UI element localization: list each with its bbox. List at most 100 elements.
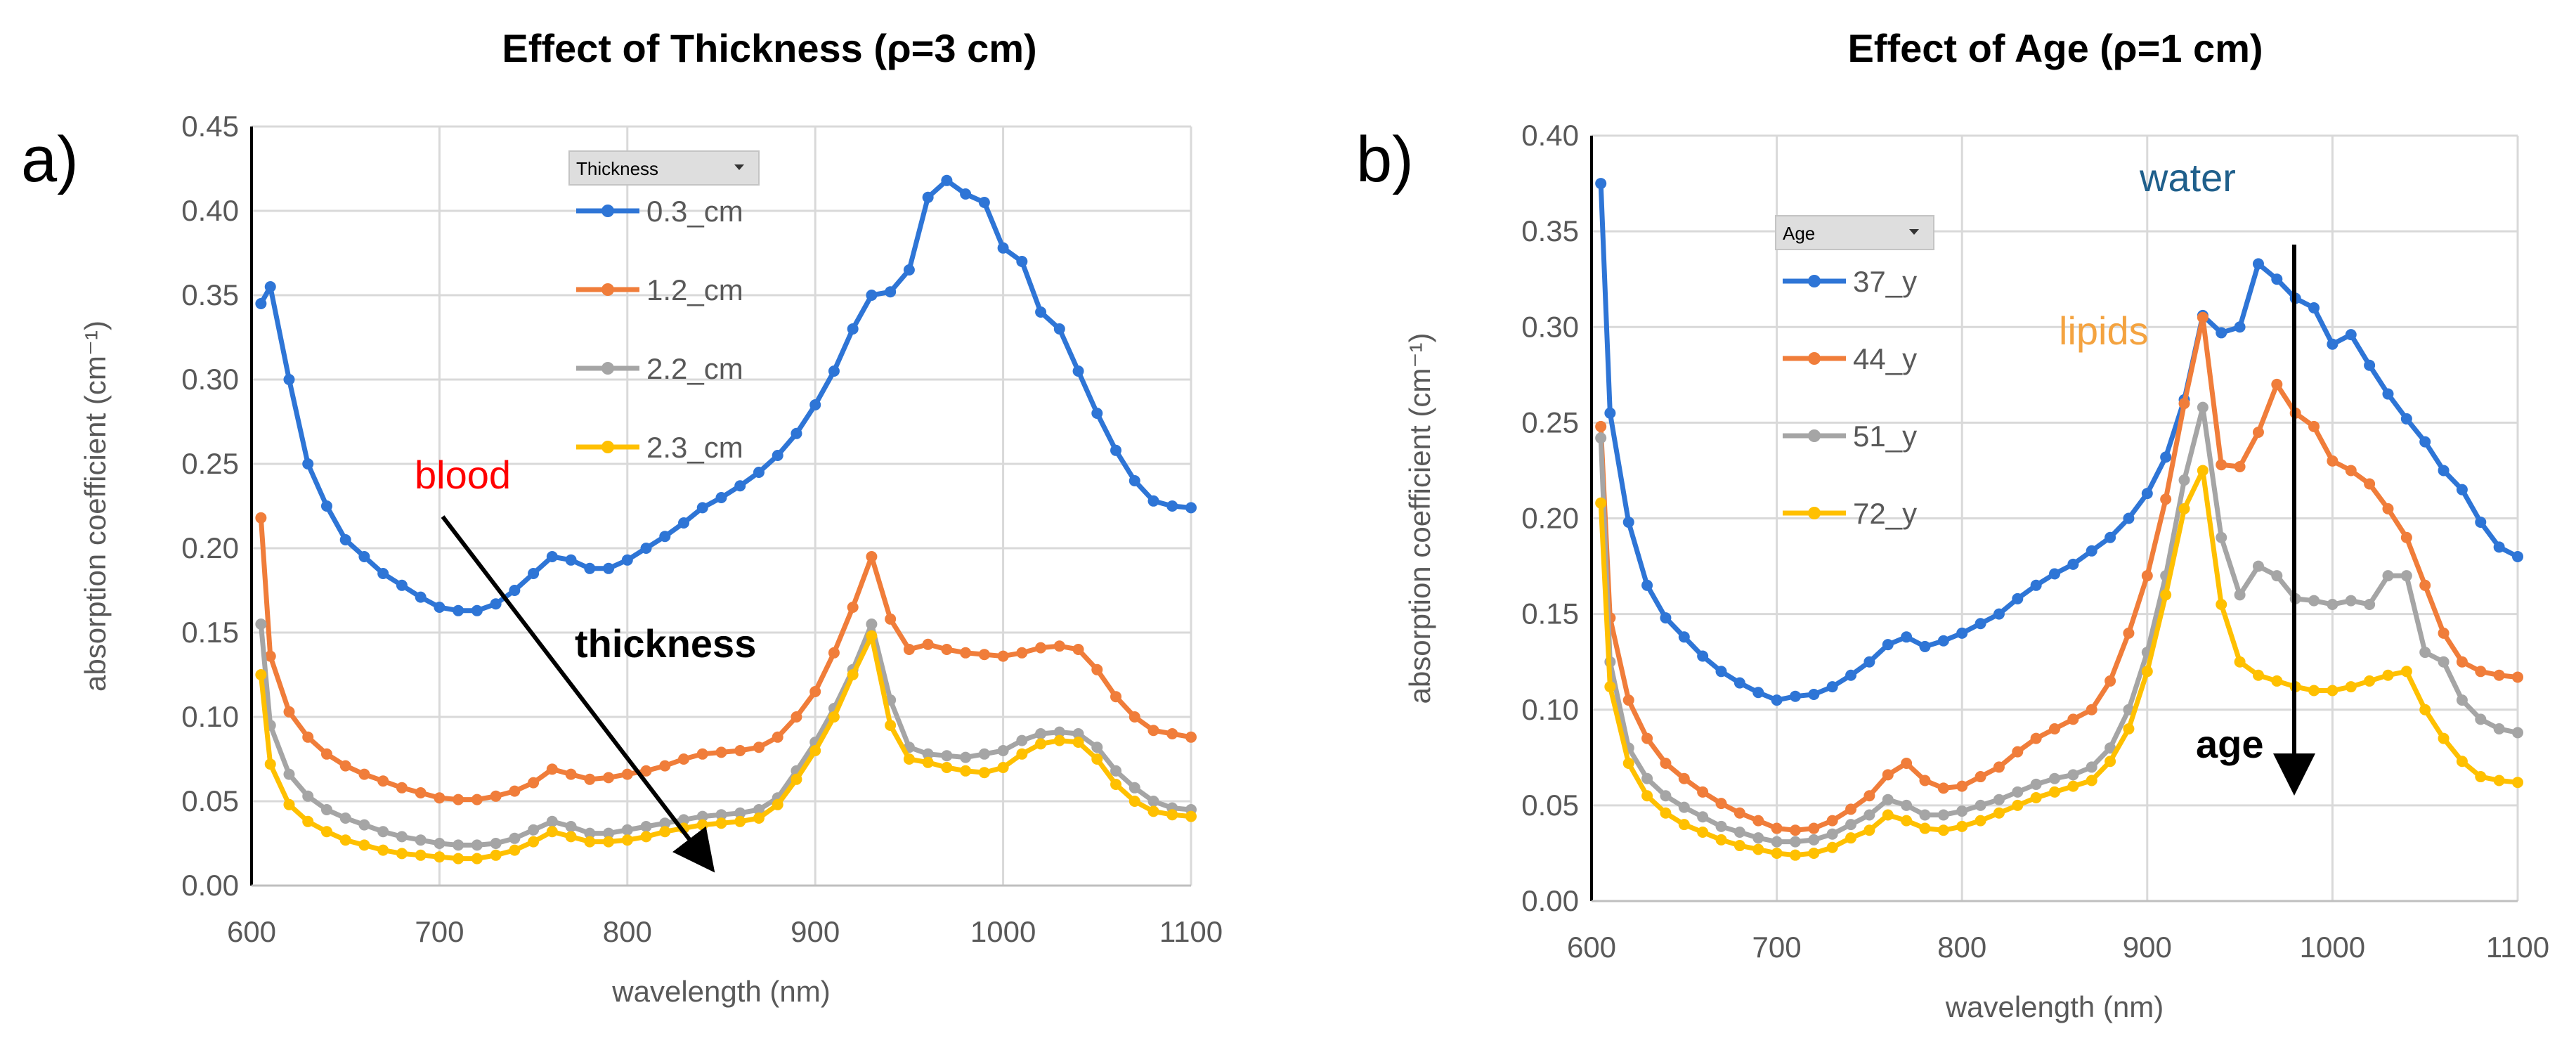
data-point bbox=[1956, 805, 1968, 817]
data-point bbox=[696, 810, 708, 822]
data-point bbox=[528, 568, 540, 579]
data-point bbox=[2382, 570, 2394, 582]
data-point bbox=[283, 706, 295, 718]
data-point bbox=[1660, 757, 1672, 769]
data-point bbox=[1678, 801, 1690, 813]
data-point bbox=[603, 562, 615, 574]
data-point bbox=[2493, 723, 2505, 734]
data-point bbox=[2216, 459, 2227, 471]
data-point bbox=[339, 534, 351, 545]
y-tick-label: 0.15 bbox=[1521, 597, 1579, 630]
x-tick-label: 600 bbox=[227, 915, 276, 948]
data-point bbox=[603, 827, 615, 839]
data-point bbox=[546, 763, 558, 775]
x-tick-label: 900 bbox=[2123, 931, 2172, 964]
data-point bbox=[2438, 465, 2450, 477]
data-point bbox=[997, 745, 1009, 756]
x-axis-label: wavelength (nm) bbox=[1945, 990, 2164, 1023]
data-point bbox=[471, 604, 483, 616]
data-point bbox=[1937, 809, 1949, 821]
annotations: blood thickness water lipids age bbox=[415, 155, 2315, 873]
data-point bbox=[753, 467, 765, 478]
data-point bbox=[1919, 775, 1931, 786]
data-point bbox=[1715, 666, 1727, 678]
data-point bbox=[1789, 849, 1801, 861]
data-point bbox=[1882, 809, 1894, 821]
x-tick-label: 600 bbox=[1567, 931, 1616, 964]
data-point bbox=[903, 753, 915, 765]
data-point bbox=[1147, 725, 1159, 737]
data-point bbox=[903, 644, 915, 655]
data-point bbox=[941, 750, 953, 762]
data-point bbox=[2178, 503, 2190, 514]
data-point bbox=[2067, 780, 2079, 792]
data-point bbox=[320, 500, 332, 512]
data-point bbox=[339, 760, 351, 772]
data-point bbox=[603, 772, 615, 784]
data-point bbox=[255, 619, 267, 630]
data-point bbox=[2049, 723, 2060, 734]
data-point bbox=[1715, 798, 1727, 810]
data-point bbox=[2012, 799, 2024, 811]
y-axis-label: absorption coefficient (cm⁻¹) bbox=[79, 320, 112, 692]
data-point bbox=[2327, 338, 2338, 350]
data-point bbox=[490, 790, 502, 802]
data-point bbox=[358, 551, 370, 562]
data-point bbox=[2271, 675, 2283, 687]
data-point bbox=[546, 551, 558, 562]
data-point bbox=[922, 191, 934, 203]
data-point bbox=[791, 711, 802, 723]
data-point bbox=[1826, 828, 1838, 840]
data-point bbox=[283, 798, 295, 810]
data-point bbox=[2105, 756, 2116, 768]
data-point bbox=[509, 832, 521, 844]
data-point bbox=[415, 591, 427, 603]
legend-filter-button[interactable]: Thickness bbox=[568, 150, 760, 186]
data-point bbox=[847, 323, 859, 335]
data-point bbox=[1975, 815, 1986, 827]
data-point bbox=[1993, 761, 2005, 773]
data-point bbox=[734, 480, 746, 492]
data-point bbox=[678, 753, 690, 765]
data-point bbox=[415, 849, 427, 861]
series-1.2_cm bbox=[255, 512, 1197, 805]
data-point bbox=[434, 792, 445, 804]
data-point bbox=[866, 551, 878, 562]
data-point bbox=[960, 188, 972, 200]
data-point bbox=[302, 815, 314, 827]
data-point bbox=[828, 647, 840, 659]
legend-filter-button[interactable]: Age bbox=[1775, 215, 1934, 250]
data-point bbox=[1622, 757, 1634, 769]
data-point bbox=[1660, 807, 1672, 819]
data-point bbox=[302, 731, 314, 743]
data-point bbox=[2475, 666, 2487, 678]
data-point bbox=[1752, 687, 1764, 699]
data-point bbox=[1901, 799, 1913, 811]
data-point bbox=[772, 731, 783, 743]
data-point bbox=[490, 598, 502, 610]
data-point bbox=[2141, 570, 2153, 582]
data-point bbox=[565, 821, 577, 832]
data-point bbox=[415, 787, 427, 798]
series-line bbox=[259, 178, 1192, 614]
annotation-age: age bbox=[2196, 722, 2264, 766]
data-point bbox=[885, 286, 897, 298]
y-tick-label: 0.00 bbox=[1521, 884, 1579, 917]
data-point bbox=[2345, 465, 2357, 477]
data-point bbox=[528, 824, 540, 836]
data-point bbox=[1660, 790, 1672, 802]
data-point bbox=[791, 427, 802, 439]
data-point bbox=[565, 768, 577, 780]
data-point bbox=[2141, 666, 2153, 678]
data-point bbox=[2419, 647, 2431, 659]
data-point bbox=[734, 807, 746, 819]
data-point bbox=[866, 630, 878, 642]
data-point bbox=[2030, 778, 2042, 790]
y-axis-label: absorption coefficient (cm⁻¹) bbox=[1403, 333, 1436, 704]
data-point bbox=[791, 773, 802, 785]
data-point bbox=[1035, 728, 1047, 739]
y-tick-label: 0.00 bbox=[181, 869, 239, 902]
data-point bbox=[2067, 713, 2079, 725]
data-point bbox=[866, 619, 878, 630]
data-point bbox=[2178, 474, 2190, 486]
